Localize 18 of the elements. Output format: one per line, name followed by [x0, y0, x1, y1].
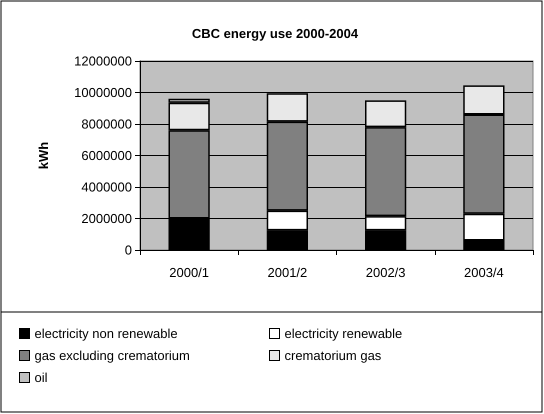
legend-label: electricity renewable	[284, 326, 402, 341]
legend-label: oil	[34, 370, 48, 385]
y-tick-label: 0	[124, 242, 132, 258]
x-tick-label: 2000/1	[169, 265, 210, 280]
y-axis-title: kWh	[36, 142, 51, 170]
chart-title: CBC energy use 2000-2004	[192, 26, 359, 41]
x-tick-label: 2002/3	[366, 265, 406, 280]
legend-label: electricity non renewable	[34, 326, 178, 341]
y-tick-label: 12000000	[74, 54, 132, 68]
y-tick-label: 8000000	[81, 116, 132, 132]
y-tick-label: 10000000	[74, 85, 132, 100]
x-tick-label: 2003/4	[464, 265, 504, 280]
legend-label: gas excluding crematorium	[34, 348, 190, 363]
y-tick-label: 2000000	[81, 211, 132, 226]
y-tick-label: 6000000	[81, 148, 132, 163]
y-tick-label: 4000000	[81, 180, 132, 194]
x-tick-label: 2001/2	[267, 265, 308, 280]
legend-label: crematorium gas	[284, 348, 382, 363]
